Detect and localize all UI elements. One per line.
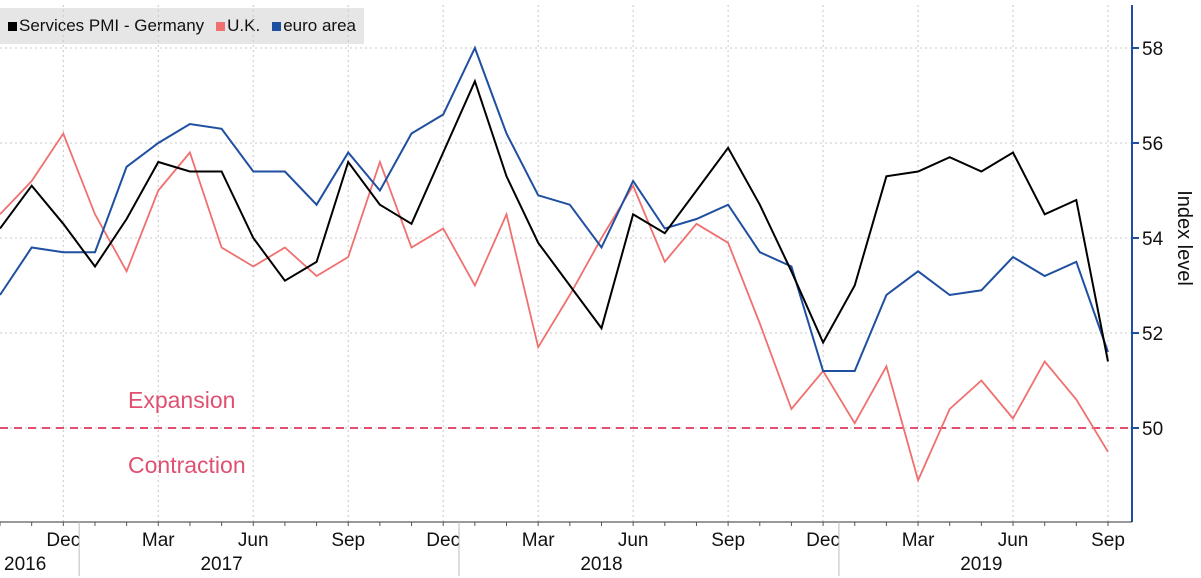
year-label-2017: 2017 xyxy=(200,554,242,575)
x-tick-label-1: Mar xyxy=(142,530,175,551)
grid xyxy=(0,5,1132,522)
y-axis-title: Index level xyxy=(1173,190,1195,286)
x-tick-label-3: Sep xyxy=(331,530,365,551)
legend-item-uk: U.K. xyxy=(216,16,260,36)
contraction-annotation: Contraction xyxy=(128,452,246,478)
y-tick-label-58: 58 xyxy=(1142,39,1163,60)
x-tick-label-2: Jun xyxy=(238,530,269,551)
y-tick-label-54: 54 xyxy=(1142,229,1164,250)
x-tick-label-8: Dec xyxy=(806,530,840,551)
x-tick-label-11: Sep xyxy=(1091,530,1125,551)
legend-swatch-germany xyxy=(8,21,17,31)
expansion-annotation: Expansion xyxy=(128,387,235,413)
series-line-euro-area xyxy=(0,45,1109,372)
x-tick-label-0: Dec xyxy=(46,530,80,551)
year-label-2016: 2016 xyxy=(4,554,46,575)
x-tick-label-9: Mar xyxy=(902,530,935,551)
legend-swatch-uk xyxy=(216,21,226,31)
series-line-services-pmi-germany xyxy=(0,78,1109,362)
y-tick-label-56: 56 xyxy=(1142,134,1163,155)
x-tick-label-7: Sep xyxy=(711,530,745,551)
series-line-u-k xyxy=(0,131,1109,483)
series-group xyxy=(0,45,1109,483)
x-tick-label-10: Jun xyxy=(998,530,1029,551)
legend-item-euro-area: euro area xyxy=(272,16,356,36)
x-tick-label-4: Dec xyxy=(426,530,460,551)
legend-swatch-euro-area xyxy=(272,21,282,31)
axes: 50 52 54 56 58 Dec Mar Jun Sep Dec Mar Jun Sep Dec Mar… xyxy=(0,5,1164,576)
year-label-2019: 2019 xyxy=(960,554,1002,575)
x-tick-label-6: Jun xyxy=(618,530,649,551)
legend-label-euro-area: euro area xyxy=(283,16,356,35)
year-label-2018: 2018 xyxy=(580,554,622,575)
x-tick-label-5: Mar xyxy=(522,530,555,551)
legend-label-uk: U.K. xyxy=(227,16,261,35)
y-tick-label-50: 50 xyxy=(1142,419,1163,440)
y-tick-label-52: 52 xyxy=(1142,324,1163,345)
